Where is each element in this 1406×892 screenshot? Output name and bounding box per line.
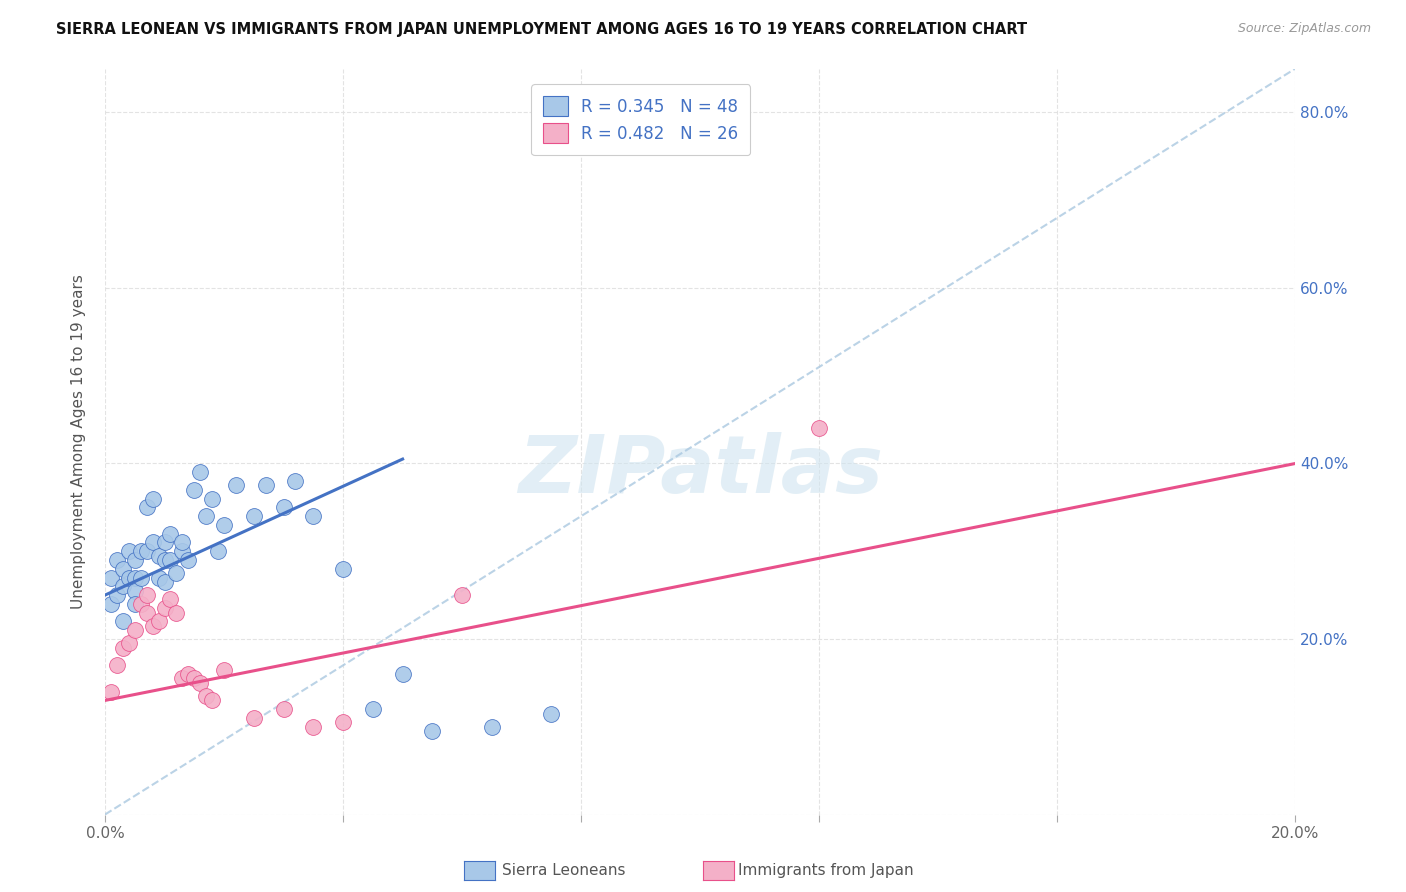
Point <box>177 667 200 681</box>
Point <box>188 465 211 479</box>
Legend: R = 0.345   N = 48, R = 0.482   N = 26: R = 0.345 N = 48, R = 0.482 N = 26 <box>531 85 749 155</box>
Point <box>302 509 325 524</box>
Point <box>111 615 134 629</box>
Point <box>273 500 295 515</box>
Point <box>201 491 224 506</box>
Y-axis label: Unemployment Among Ages 16 to 19 years: Unemployment Among Ages 16 to 19 years <box>72 274 86 609</box>
Point <box>111 579 134 593</box>
Point <box>124 553 146 567</box>
Point <box>118 636 141 650</box>
Point <box>195 689 218 703</box>
Point <box>177 553 200 567</box>
Point <box>243 509 266 524</box>
Point <box>105 553 128 567</box>
Point <box>100 684 122 698</box>
Point <box>100 597 122 611</box>
Point <box>212 517 235 532</box>
Point <box>124 624 146 638</box>
Point <box>808 421 831 435</box>
Point <box>195 509 218 524</box>
Point <box>159 526 181 541</box>
Point <box>481 720 503 734</box>
Point <box>124 570 146 584</box>
Point <box>540 706 562 721</box>
Point <box>153 553 176 567</box>
Point <box>100 570 122 584</box>
Point <box>111 562 134 576</box>
Point <box>188 676 211 690</box>
Point <box>183 672 205 686</box>
Point <box>172 672 194 686</box>
Point <box>332 715 354 730</box>
Point <box>422 724 444 739</box>
Point <box>135 606 157 620</box>
Text: ZIPatlas: ZIPatlas <box>517 433 883 510</box>
Point <box>302 720 325 734</box>
Point <box>172 544 194 558</box>
Point <box>391 667 413 681</box>
Point <box>183 483 205 497</box>
Point <box>225 478 247 492</box>
Point <box>129 570 152 584</box>
Point <box>153 601 176 615</box>
Point <box>148 615 170 629</box>
Point <box>159 592 181 607</box>
Text: Source: ZipAtlas.com: Source: ZipAtlas.com <box>1237 22 1371 36</box>
Text: Sierra Leoneans: Sierra Leoneans <box>502 863 626 878</box>
Point <box>153 535 176 549</box>
Point <box>207 544 229 558</box>
Point <box>451 588 474 602</box>
Point <box>254 478 277 492</box>
Point <box>212 663 235 677</box>
Text: Immigrants from Japan: Immigrants from Japan <box>738 863 914 878</box>
Point <box>111 640 134 655</box>
Point <box>159 553 181 567</box>
Point <box>165 606 187 620</box>
Point <box>201 693 224 707</box>
Point <box>243 711 266 725</box>
Point <box>118 570 141 584</box>
Point <box>332 562 354 576</box>
Point <box>135 544 157 558</box>
Point <box>129 544 152 558</box>
Point <box>142 491 165 506</box>
Text: SIERRA LEONEAN VS IMMIGRANTS FROM JAPAN UNEMPLOYMENT AMONG AGES 16 TO 19 YEARS C: SIERRA LEONEAN VS IMMIGRANTS FROM JAPAN … <box>56 22 1028 37</box>
Point <box>142 619 165 633</box>
Point <box>118 544 141 558</box>
Point <box>142 535 165 549</box>
Point <box>105 588 128 602</box>
Point <box>148 549 170 563</box>
Point <box>129 597 152 611</box>
Point <box>361 702 384 716</box>
Point <box>135 588 157 602</box>
Point <box>153 574 176 589</box>
Point <box>284 474 307 488</box>
Point <box>148 570 170 584</box>
Point <box>135 500 157 515</box>
Point <box>172 535 194 549</box>
Point <box>165 566 187 581</box>
Point <box>273 702 295 716</box>
Point <box>124 583 146 598</box>
Point <box>124 597 146 611</box>
Point <box>105 658 128 673</box>
